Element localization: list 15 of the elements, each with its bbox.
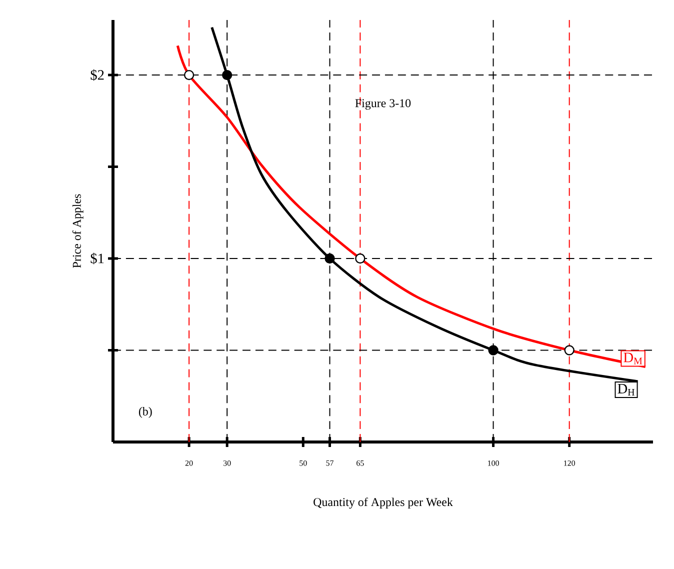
point [488, 345, 498, 356]
annotation: Figure 3-10 [355, 99, 411, 110]
line-series [176, 44, 647, 368]
series-label: D$_{M}$ [624, 352, 642, 364]
point [324, 253, 335, 264]
point [222, 70, 232, 80]
y-tick-label: $1 [90, 252, 104, 264]
point [184, 70, 194, 80]
series-label: D$_{H}$ [618, 384, 635, 396]
y-tick-label: $2 [90, 69, 104, 81]
y-axis-title: Price of Apples [72, 194, 84, 268]
annotation: (b) [138, 407, 152, 418]
x-axis-title: Quantity of Apples per Week [314, 498, 453, 509]
point [355, 253, 366, 264]
point [564, 345, 574, 356]
